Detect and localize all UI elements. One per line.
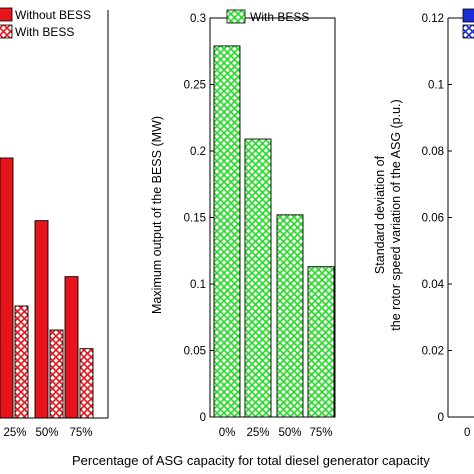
bar-without-bess-75% (64, 276, 79, 419)
y-tick-label: 0 (200, 412, 206, 424)
legend-label-with-bess: With BESS (15, 25, 74, 39)
x-tick-label: 25% (246, 427, 269, 439)
right-panel-x-tick: 0 (464, 427, 470, 439)
x-tick-label: 75% (69, 427, 92, 439)
y-tick-label: 0.15 (184, 213, 206, 225)
y-tick-label: 0.3 (190, 13, 206, 25)
y-tick-label: 0.1 (428, 80, 444, 92)
right-panel-y-axis-title-line1: Standard deviation of (373, 155, 387, 274)
bar-with-bess-25% (244, 138, 272, 418)
y-tick-label: 0.12 (422, 13, 444, 25)
bar-with-bess-0% (213, 45, 241, 418)
x-tick-label: 75% (309, 427, 332, 439)
x-tick-label: 25% (3, 427, 26, 439)
y-tick-label: 0.05 (184, 346, 206, 358)
y-tick-label: 0.1 (190, 279, 206, 291)
bar-with-bess-25% (14, 305, 29, 419)
legend-swatch-without-bess (0, 7, 13, 22)
bar-with-bess-50% (49, 329, 64, 419)
left-panel-bars (0, 157, 94, 419)
middle-panel-y-axis-title: Maximum output of the BESS (MW) (150, 116, 164, 314)
right-panel-y-axis-title-line2: the rotor speed variation of the ASG (p.… (389, 99, 403, 330)
right-panel-legend-swatch-hatched (462, 24, 474, 39)
middle-panel-y-ticks: 0 0.05 0.1 0.15 0.2 0.25 0.3 (184, 13, 214, 424)
left-panel-legend: Without BESS With BESS (0, 7, 91, 39)
x-tick-label: 0% (219, 427, 236, 439)
y-tick-label: 0.25 (184, 80, 206, 92)
y-tick-label: 0.04 (422, 279, 445, 291)
legend-swatch-with-bess (0, 24, 13, 39)
bar-with-bess-50% (276, 214, 304, 418)
left-panel: 25% 50% 75% Without BESS With BESS (0, 7, 109, 439)
y-tick-label: 0.02 (422, 346, 444, 358)
x-tick-label: 50% (278, 427, 301, 439)
legend-swatch-with-bess-green (226, 9, 246, 24)
bar-without-bess-50% (34, 220, 49, 419)
left-panel-x-ticks: 25% 50% 75% (3, 427, 92, 439)
y-tick-label: 0.2 (190, 146, 206, 158)
right-panel-legend-swatch (462, 8, 474, 23)
legend-label-without-bess: Without BESS (15, 8, 91, 22)
middle-panel-legend: With BESS (226, 9, 309, 24)
right-panel: Standard deviation of the rotor speed va… (373, 8, 474, 439)
right-panel-y-ticks: 0 0.02 0.04 0.06 0.08 0.1 0.12 (422, 13, 452, 424)
middle-panel-frame (209, 17, 336, 418)
middle-panel-x-ticks: 0% 25% 50% 75% (219, 427, 333, 439)
x-tick-label: 50% (35, 427, 58, 439)
y-tick-label: 0.06 (422, 213, 444, 225)
y-tick-label: 0.08 (422, 146, 444, 158)
figure-x-axis-title: Percentage of ASG capacity for total die… (72, 453, 430, 468)
bar-with-bess-75% (307, 266, 335, 418)
legend-label-with-bess-green: With BESS (250, 10, 309, 24)
bar-without-bess-25% (0, 157, 14, 419)
bar-with-bess-75% (79, 348, 94, 419)
middle-panel: Maximum output of the BESS (MW) 0 0.05 0.1… (150, 9, 336, 439)
y-tick-label: 0 (438, 412, 444, 424)
middle-panel-bars (213, 45, 335, 418)
